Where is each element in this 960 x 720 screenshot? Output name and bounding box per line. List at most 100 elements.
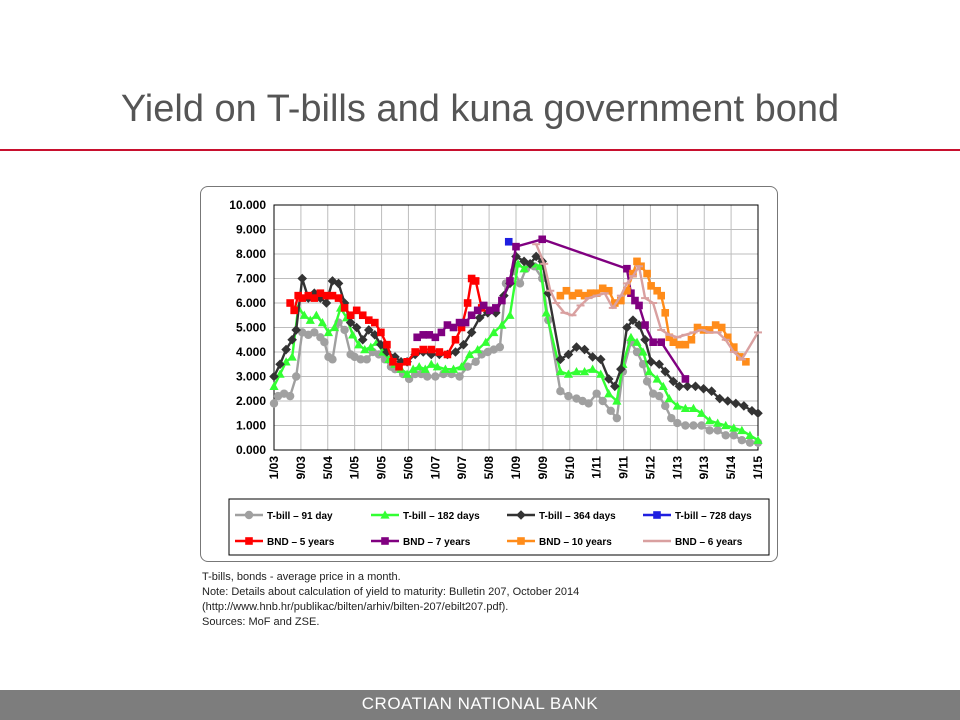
series-point-0 bbox=[598, 396, 607, 406]
series-point-0 bbox=[423, 372, 432, 381]
series-point-1 bbox=[432, 362, 442, 371]
series-point-4 bbox=[304, 291, 313, 300]
series-point-2 bbox=[682, 381, 693, 392]
series-point-1 bbox=[473, 344, 483, 354]
series-point-6 bbox=[556, 291, 565, 300]
series-point-1 bbox=[348, 330, 358, 339]
series-point-6 bbox=[681, 340, 690, 349]
footer-bar bbox=[0, 690, 960, 720]
series-point-0 bbox=[463, 362, 472, 371]
series-point-1 bbox=[408, 364, 418, 373]
series-point-1 bbox=[737, 425, 747, 435]
series-point-1 bbox=[505, 310, 515, 319]
series-point-0 bbox=[737, 436, 747, 445]
series-point-1 bbox=[713, 418, 723, 427]
series-point-4 bbox=[457, 323, 466, 332]
series-point-1 bbox=[329, 322, 340, 332]
series-point-5 bbox=[437, 328, 446, 337]
y-tick-label: 8.000 bbox=[236, 247, 266, 261]
series-point-6 bbox=[661, 309, 670, 317]
series-point-2 bbox=[674, 381, 685, 392]
series-point-2 bbox=[390, 352, 400, 362]
series-point-5 bbox=[498, 296, 506, 305]
series-point-6 bbox=[675, 340, 684, 349]
series-point-1 bbox=[588, 364, 598, 373]
series-point-5 bbox=[681, 375, 690, 383]
series-point-6 bbox=[562, 286, 571, 295]
series-point-5 bbox=[649, 338, 657, 346]
note-line: Note: Details about calculation of yield… bbox=[202, 586, 580, 598]
y-tick-label: 10.000 bbox=[229, 198, 266, 212]
series-point-2 bbox=[345, 317, 356, 328]
series-point-4 bbox=[419, 345, 428, 354]
series-point-2 bbox=[458, 339, 469, 350]
x-tick-label: 1/15 bbox=[751, 456, 765, 480]
legend-swatch-marker bbox=[517, 537, 525, 545]
series-point-1 bbox=[688, 403, 699, 413]
series-point-2 bbox=[628, 315, 638, 325]
series-point-1 bbox=[604, 389, 614, 398]
series-point-5 bbox=[492, 304, 500, 312]
series-point-1 bbox=[489, 327, 499, 337]
series-point-4 bbox=[328, 291, 337, 300]
series-point-0 bbox=[515, 279, 525, 288]
series-point-5 bbox=[641, 321, 649, 329]
series-point-2 bbox=[525, 259, 535, 269]
legend-swatch-marker bbox=[653, 511, 661, 519]
series-point-0 bbox=[713, 426, 722, 435]
series-point-5 bbox=[506, 277, 514, 285]
series-point-2 bbox=[595, 354, 606, 365]
y-tick-label: 0.000 bbox=[236, 443, 266, 457]
series-point-0 bbox=[431, 372, 440, 381]
x-tick-label: 9/07 bbox=[455, 456, 469, 480]
series-point-1 bbox=[402, 369, 412, 378]
series-point-0 bbox=[269, 399, 279, 408]
series-point-0 bbox=[667, 413, 676, 423]
series-point-1 bbox=[680, 403, 690, 413]
series-point-0 bbox=[705, 426, 714, 435]
series-point-0 bbox=[592, 389, 601, 398]
series-point-4 bbox=[290, 306, 298, 315]
series-point-0 bbox=[584, 399, 593, 408]
series-point-2 bbox=[668, 376, 679, 387]
series-point-2 bbox=[426, 349, 437, 360]
series-point-1 bbox=[658, 381, 668, 390]
series-point-0 bbox=[564, 391, 573, 401]
series-point-1 bbox=[426, 359, 436, 368]
series-point-0 bbox=[721, 431, 730, 440]
series-point-6 bbox=[742, 358, 750, 366]
series-point-5 bbox=[449, 323, 458, 332]
series-point-4 bbox=[310, 294, 319, 302]
series-point-1 bbox=[299, 310, 309, 319]
y-tick-label: 2.000 bbox=[236, 394, 266, 408]
series-point-1 bbox=[571, 367, 582, 376]
x-tick-label: 1/07 bbox=[428, 456, 442, 480]
series-point-6 bbox=[705, 326, 714, 334]
series-point-2 bbox=[357, 334, 368, 345]
series-point-0 bbox=[556, 387, 565, 396]
series-point-5 bbox=[461, 318, 470, 327]
series-point-2 bbox=[376, 339, 386, 350]
series-point-0 bbox=[606, 406, 615, 415]
series-point-0 bbox=[291, 372, 301, 381]
series-point-1 bbox=[664, 393, 674, 403]
series-point-5 bbox=[538, 235, 547, 244]
y-tick-label: 1.000 bbox=[236, 419, 266, 433]
series-point-0 bbox=[673, 418, 682, 428]
series-point-4 bbox=[352, 306, 361, 315]
series-point-2 bbox=[722, 396, 733, 406]
series-point-4 bbox=[294, 291, 302, 300]
series-point-0 bbox=[320, 338, 329, 347]
series-point-2 bbox=[640, 334, 650, 345]
legend-entry: T-bill – 728 days bbox=[675, 511, 752, 522]
series-point-5 bbox=[455, 318, 464, 327]
series-point-4 bbox=[346, 311, 355, 320]
y-tick-label: 3.000 bbox=[236, 370, 266, 384]
series-point-6 bbox=[568, 291, 577, 300]
y-tick-label: 6.000 bbox=[236, 296, 266, 310]
series-point-4 bbox=[435, 348, 444, 356]
series-point-4 bbox=[286, 299, 294, 307]
legend-entry: BND – 7 years bbox=[403, 537, 471, 548]
plot-border bbox=[273, 204, 759, 451]
series-point-6 bbox=[711, 321, 720, 329]
